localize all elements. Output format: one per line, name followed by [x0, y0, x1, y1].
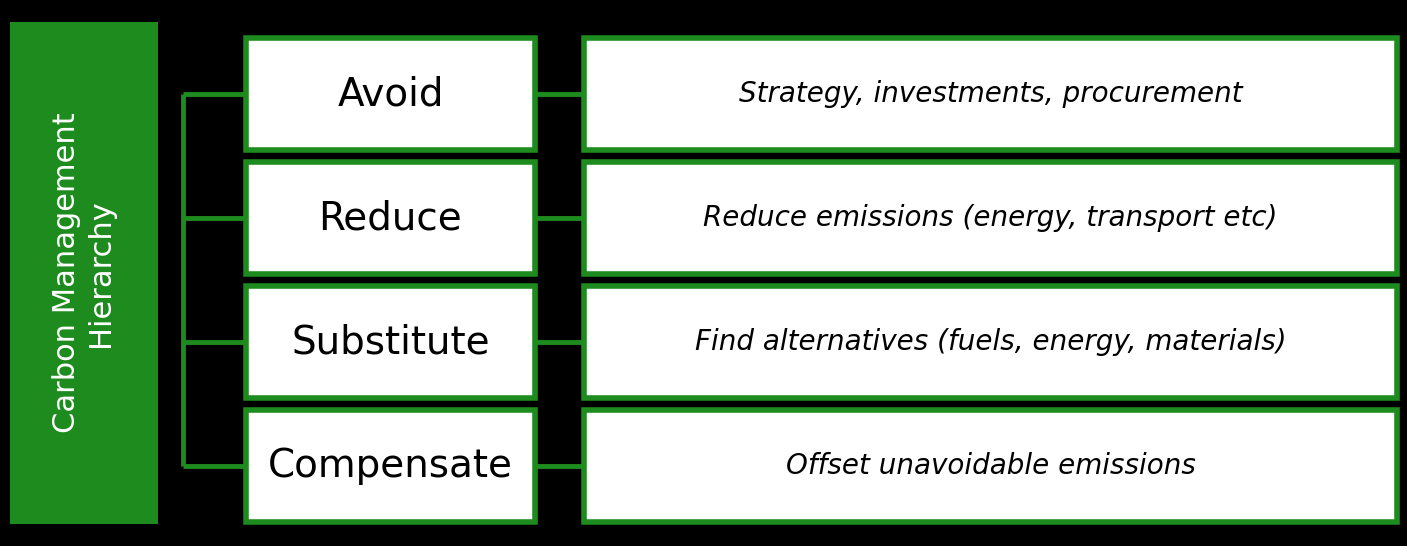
FancyBboxPatch shape: [584, 410, 1397, 522]
FancyBboxPatch shape: [10, 22, 158, 524]
Text: Carbon Management
Hierarchy: Carbon Management Hierarchy: [52, 112, 115, 434]
Text: Offset unavoidable emissions: Offset unavoidable emissions: [785, 452, 1196, 480]
Text: Reduce: Reduce: [318, 199, 463, 237]
Text: Strategy, investments, procurement: Strategy, investments, procurement: [739, 80, 1242, 108]
Text: Find alternatives (fuels, energy, materials): Find alternatives (fuels, energy, materi…: [695, 328, 1286, 356]
FancyBboxPatch shape: [246, 410, 535, 522]
Text: Substitute: Substitute: [291, 323, 490, 361]
FancyBboxPatch shape: [584, 38, 1397, 150]
Text: Compensate: Compensate: [267, 447, 514, 485]
FancyBboxPatch shape: [584, 162, 1397, 274]
FancyBboxPatch shape: [246, 162, 535, 274]
FancyBboxPatch shape: [246, 38, 535, 150]
FancyBboxPatch shape: [584, 286, 1397, 398]
FancyBboxPatch shape: [246, 286, 535, 398]
Text: Avoid: Avoid: [338, 75, 443, 113]
Text: Reduce emissions (energy, transport etc): Reduce emissions (energy, transport etc): [704, 204, 1278, 232]
